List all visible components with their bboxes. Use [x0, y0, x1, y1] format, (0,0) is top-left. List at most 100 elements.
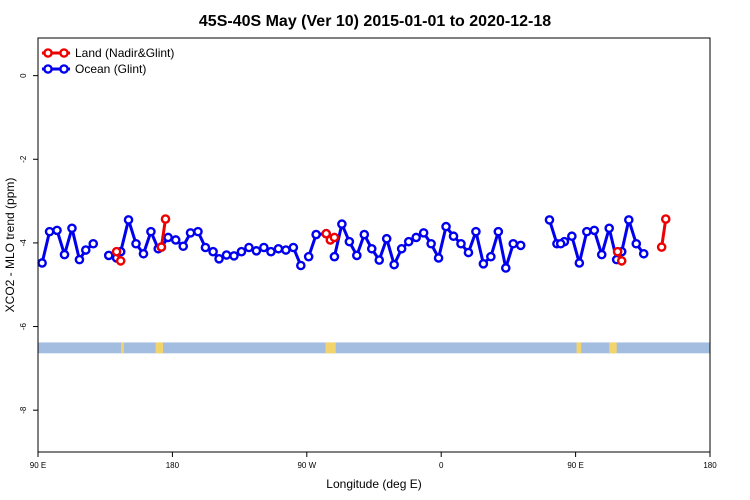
land-band-segment [576, 342, 582, 354]
data-point [456, 238, 466, 249]
data-point [229, 251, 239, 261]
series-layer [37, 214, 671, 273]
data-point [74, 254, 85, 265]
y-axis: 0 -2 -4 -6 -8 [19, 73, 38, 414]
data-point [544, 215, 555, 225]
data-point [616, 256, 627, 266]
data-point [131, 238, 141, 249]
data-point [193, 226, 203, 237]
data-point [582, 226, 592, 237]
data-point [515, 240, 526, 251]
legend-item: Ocean (Glint) [42, 62, 146, 76]
data-point [52, 225, 62, 236]
data-point [208, 246, 218, 257]
data-point [170, 235, 181, 245]
data-point [59, 249, 70, 260]
data-point [574, 258, 585, 268]
chart-title: 45S-40S May (Ver 10) 2015-01-01 to 2020-… [199, 13, 551, 30]
data-point [266, 246, 276, 257]
data-point [259, 242, 269, 253]
data-point [138, 248, 149, 259]
y-tick-label: -6 [19, 322, 28, 330]
data-point [251, 246, 262, 256]
data-point [329, 251, 340, 262]
data-point [80, 245, 91, 255]
data-point [638, 248, 649, 259]
x-axis-label: Longitude (deg E) [326, 477, 421, 491]
data-point [37, 258, 47, 268]
y-tick-label: 0 [19, 73, 28, 78]
data-point [352, 250, 362, 261]
data-point [604, 223, 615, 234]
data-point [381, 233, 392, 244]
data-point [631, 238, 642, 249]
data-point [359, 229, 370, 240]
data-point [337, 219, 347, 229]
data-point [426, 238, 436, 249]
x-axis: 90 E 180 90 W 0 90 E 180 [30, 452, 717, 470]
data-point [589, 225, 600, 236]
data-point [160, 214, 171, 224]
data-point [111, 246, 122, 257]
series-land [111, 214, 671, 266]
data-point [103, 250, 114, 261]
x-tick-label: 90 E [567, 461, 583, 470]
data-point [478, 259, 489, 269]
data-point [321, 228, 332, 239]
data-point [660, 214, 671, 224]
data-point [396, 243, 407, 254]
x-tick-label: 90 W [297, 461, 316, 470]
data-point [303, 251, 314, 262]
land-band-segment [325, 342, 336, 354]
data-point [411, 232, 421, 243]
data-point [403, 236, 414, 247]
legend-marker [59, 64, 69, 74]
data-point [433, 253, 444, 263]
data-point [486, 251, 496, 262]
legend-marker [43, 64, 53, 74]
y-axis-label: XCO2 - MLO trend (ppm) [3, 178, 17, 313]
data-point [329, 232, 340, 243]
y-tick-label: -4 [19, 239, 28, 247]
data-point [123, 215, 134, 225]
land-band-segment [609, 342, 617, 354]
legend-marker [43, 48, 53, 58]
legend-label: Ocean (Glint) [75, 62, 146, 76]
x-tick-label: 90 E [30, 461, 46, 470]
data-point [221, 250, 232, 260]
data-point [67, 223, 77, 234]
data-point [493, 226, 504, 237]
data-point [555, 238, 566, 249]
legend-marker [59, 48, 69, 58]
legend-item: Land (Nadir&Glint) [42, 46, 174, 60]
land-ocean-band [38, 342, 710, 354]
series-ocean [37, 215, 306, 271]
data-point [185, 228, 196, 238]
ocean-band [38, 342, 710, 354]
y-tick-label: -8 [19, 406, 28, 414]
data-point [163, 232, 173, 243]
data-point [500, 263, 511, 273]
data-point [656, 242, 667, 252]
data-point [567, 231, 577, 242]
data-point [311, 229, 321, 240]
data-point [463, 247, 474, 258]
data-point [88, 238, 99, 249]
data-point [288, 242, 299, 253]
data-point [471, 226, 481, 237]
data-point [244, 242, 254, 253]
data-point [146, 226, 156, 237]
data-point [214, 253, 224, 264]
legend: Land (Nadir&Glint) Ocean (Glint) [42, 46, 174, 76]
data-point [236, 246, 247, 257]
data-point [115, 256, 126, 266]
data-point [366, 243, 377, 254]
data-point [178, 241, 189, 252]
data-point [344, 236, 355, 247]
data-point [448, 231, 459, 242]
data-point [156, 242, 167, 252]
data-point [418, 228, 429, 238]
data-point [44, 226, 55, 237]
land-band-segment [155, 342, 164, 354]
